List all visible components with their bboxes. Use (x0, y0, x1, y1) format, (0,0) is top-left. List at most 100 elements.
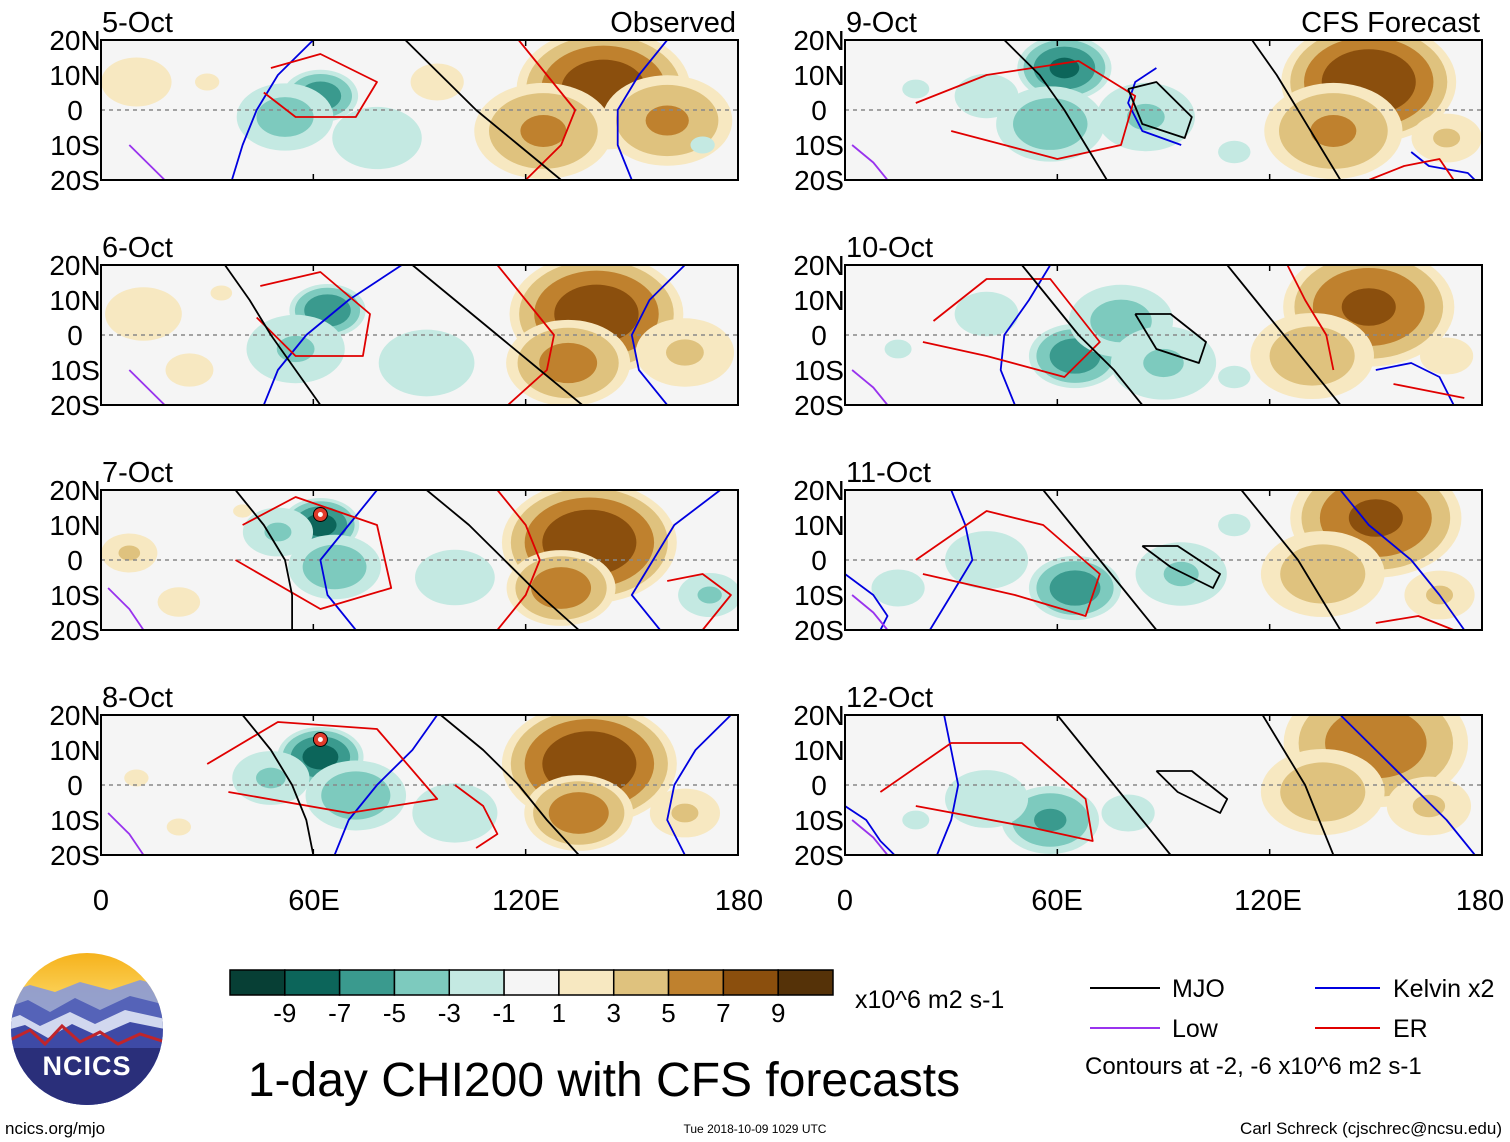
panel-column-title: Observed (610, 7, 736, 39)
contour-mjo (1240, 490, 1342, 630)
anomaly-blob (871, 569, 925, 607)
colorbar-swatch (284, 969, 341, 996)
y-tick-label: 10S (50, 580, 100, 611)
x-tick-120e: 120E (492, 885, 560, 917)
anomaly-blob (101, 533, 158, 573)
anomaly-blob (506, 319, 631, 405)
anomaly-blob (410, 63, 464, 101)
colorbar-tick-label: -3 (438, 998, 461, 1028)
anomaly-blob (412, 783, 498, 843)
x-tick-180: 180 (1456, 885, 1504, 917)
contour-er (1375, 615, 1455, 630)
anomaly-blob (996, 86, 1105, 162)
y-tick-label: 0 (811, 95, 827, 126)
y-tick-label: 10S (794, 580, 844, 611)
panel-frame (844, 39, 1483, 181)
legend-label-mjo: MJO (1172, 975, 1225, 1003)
contour-mjo (1042, 490, 1158, 630)
contour-kelvin (630, 265, 686, 405)
anomaly-blob (195, 73, 220, 91)
colorbar-tick-label: 1 (552, 998, 566, 1028)
contour-kelvin (630, 490, 721, 630)
contour-mjo (234, 490, 293, 630)
panel-frame (844, 714, 1483, 856)
panel-date: 6-Oct (102, 232, 173, 264)
y-tick-label: 20S (794, 615, 844, 646)
anomaly-blob (954, 73, 1019, 119)
anomaly-blob (1218, 365, 1251, 389)
y-tick-label: 10N (793, 285, 844, 316)
anomaly-blob (305, 760, 407, 831)
contour-er (1368, 158, 1455, 180)
colorbar-swatch (722, 969, 779, 996)
legend-label-er: ER (1393, 1015, 1428, 1043)
contour-er (454, 784, 499, 849)
contour-mjo (1141, 545, 1221, 589)
contour-mjo (1003, 40, 1108, 180)
anomaly-blob (210, 285, 233, 301)
anomaly-blob (157, 587, 201, 617)
contour-kelvin (262, 265, 403, 405)
contour-er (517, 40, 577, 180)
y-tick-label: 20S (50, 390, 100, 421)
contour-mjo (426, 490, 580, 630)
anomaly-blob (884, 339, 912, 359)
contour-er (206, 721, 439, 814)
contour-kelvin (845, 805, 896, 855)
contour-kelvin (929, 490, 974, 630)
y-tick-label: 10N (793, 510, 844, 541)
anomaly-blob (105, 287, 182, 341)
x-tick-60e: 60E (288, 885, 340, 917)
contour-er (1393, 383, 1465, 399)
y-tick-label: 20N (793, 250, 844, 281)
panel-12-oct: 20N 10N 0 10S 20S 12-Oct (793, 682, 1483, 871)
y-tick-label: 20S (794, 390, 844, 421)
anomaly-blob (101, 57, 172, 107)
anomaly-blob (1260, 530, 1385, 618)
panel-date: 10-Oct (846, 232, 933, 264)
contour-er (915, 60, 1137, 160)
y-tick-label: 0 (67, 320, 83, 351)
panel-date: 7-Oct (102, 457, 173, 489)
anomaly-blob (690, 136, 715, 154)
colorbar-tick-label: -5 (383, 998, 406, 1028)
panel-frame (100, 264, 739, 406)
panel-frame (100, 489, 739, 631)
contour-er (235, 496, 393, 610)
y-tick-label: 20N (49, 25, 100, 56)
colorbar-swatch (229, 969, 286, 996)
y-tick-label: 20S (50, 840, 100, 871)
panel-date: 12-Oct (846, 682, 933, 714)
anomaly-blob (1420, 337, 1474, 375)
legend-note: Contours at -2, -6 x10^6 m2 s-1 (1085, 1053, 1422, 1080)
y-tick-label: 0 (67, 545, 83, 576)
chart-title: 1-day CHI200 with CFS forecasts (248, 1054, 960, 1107)
panel-5-oct: 20N 10N 0 10S 20S 5-Oct Observed (49, 7, 739, 196)
tropical-cyclone-icon (312, 732, 328, 747)
panel-9-oct: 20N 10N 0 10S 20S 9-Oct CFS Forecast (793, 7, 1483, 196)
anomaly-blob (236, 83, 334, 151)
anomaly-blob (902, 810, 930, 830)
contour-er (667, 573, 732, 630)
anomaly-blob (1218, 140, 1251, 164)
panel-column-title: CFS Forecast (1301, 7, 1480, 39)
panel-8-oct: 20N 10N 0 10S 20S 8-Oct (49, 682, 739, 871)
x-axis-ticks-forecast: 0 60E 120E 180 (837, 885, 1504, 917)
y-tick-label: 20N (793, 25, 844, 56)
contour-kelvin (333, 715, 438, 855)
colorbar-swatch (448, 969, 505, 996)
y-tick-label: 20S (50, 615, 100, 646)
panel-date: 8-Oct (102, 682, 173, 714)
y-tick-label: 10S (50, 805, 100, 836)
anomaly-blob (378, 329, 475, 397)
contour-er (496, 265, 555, 405)
y-tick-label: 10N (49, 510, 100, 541)
anomaly-blob (1260, 748, 1385, 836)
panel-7-oct: 20N 10N 0 10S 20S 7-Oct (49, 457, 739, 646)
y-tick-label: 20S (50, 165, 100, 196)
panel-frame (100, 714, 739, 856)
contour-mjo (224, 265, 322, 405)
panel-6-oct: 20N 10N 0 10S 20S 6-Oct (49, 232, 739, 421)
anomaly-blob (414, 549, 495, 606)
